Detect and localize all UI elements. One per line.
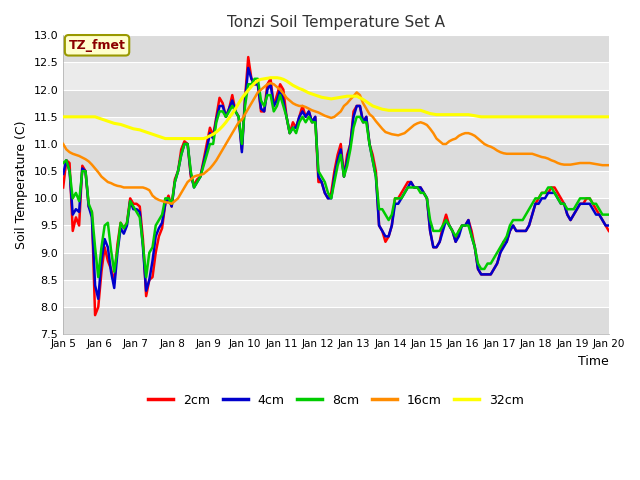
Line: 8cm: 8cm bbox=[63, 79, 609, 277]
Bar bbox=[63, 252, 609, 280]
Text: TZ_fmet: TZ_fmet bbox=[68, 39, 125, 52]
Line: 32cm: 32cm bbox=[63, 78, 609, 139]
16cm bbox=[101, 177, 109, 182]
8cm bbox=[251, 76, 259, 82]
2cm bbox=[92, 312, 99, 318]
X-axis label: Time: Time bbox=[578, 355, 609, 368]
16cm bbox=[168, 201, 175, 207]
32cm bbox=[312, 92, 319, 98]
Bar bbox=[63, 144, 609, 171]
Line: 4cm: 4cm bbox=[63, 68, 609, 299]
4cm bbox=[104, 244, 111, 250]
16cm bbox=[312, 108, 319, 114]
32cm bbox=[605, 114, 612, 120]
16cm bbox=[356, 92, 364, 98]
4cm bbox=[605, 223, 612, 228]
2cm bbox=[244, 54, 252, 60]
8cm bbox=[605, 212, 612, 217]
32cm bbox=[101, 117, 109, 123]
4cm bbox=[244, 65, 252, 71]
32cm bbox=[388, 108, 396, 113]
Bar bbox=[63, 226, 609, 252]
Legend: 2cm, 4cm, 8cm, 16cm, 32cm: 2cm, 4cm, 8cm, 16cm, 32cm bbox=[143, 389, 529, 411]
Bar bbox=[63, 117, 609, 144]
Bar bbox=[63, 198, 609, 226]
Line: 16cm: 16cm bbox=[63, 83, 609, 204]
8cm bbox=[60, 160, 67, 166]
2cm bbox=[312, 114, 319, 120]
Line: 2cm: 2cm bbox=[63, 57, 609, 315]
32cm bbox=[356, 95, 364, 101]
Bar bbox=[63, 36, 609, 62]
4cm bbox=[388, 223, 396, 228]
32cm bbox=[161, 136, 169, 142]
Bar bbox=[63, 280, 609, 307]
2cm bbox=[356, 103, 364, 109]
4cm bbox=[312, 114, 319, 120]
32cm bbox=[60, 114, 67, 120]
16cm bbox=[238, 117, 246, 122]
4cm bbox=[60, 171, 67, 177]
16cm bbox=[388, 132, 396, 137]
8cm bbox=[356, 114, 364, 120]
Y-axis label: Soil Temperature (C): Soil Temperature (C) bbox=[15, 120, 28, 249]
2cm bbox=[605, 228, 612, 234]
Bar bbox=[63, 171, 609, 198]
Bar bbox=[63, 62, 609, 90]
16cm bbox=[267, 80, 275, 86]
8cm bbox=[312, 120, 319, 125]
8cm bbox=[95, 274, 102, 280]
8cm bbox=[104, 220, 111, 226]
8cm bbox=[388, 212, 396, 217]
2cm bbox=[104, 258, 111, 264]
8cm bbox=[238, 141, 246, 147]
32cm bbox=[267, 75, 275, 81]
16cm bbox=[60, 141, 67, 147]
4cm bbox=[238, 149, 246, 155]
Bar bbox=[63, 90, 609, 117]
2cm bbox=[60, 185, 67, 191]
32cm bbox=[222, 120, 230, 125]
4cm bbox=[95, 296, 102, 302]
16cm bbox=[222, 141, 230, 147]
2cm bbox=[388, 223, 396, 228]
Title: Tonzi Soil Temperature Set A: Tonzi Soil Temperature Set A bbox=[227, 15, 445, 30]
16cm bbox=[605, 162, 612, 168]
Bar bbox=[63, 307, 609, 334]
4cm bbox=[222, 114, 230, 120]
4cm bbox=[356, 103, 364, 109]
2cm bbox=[238, 146, 246, 152]
2cm bbox=[222, 114, 230, 120]
32cm bbox=[238, 96, 246, 101]
8cm bbox=[222, 114, 230, 120]
